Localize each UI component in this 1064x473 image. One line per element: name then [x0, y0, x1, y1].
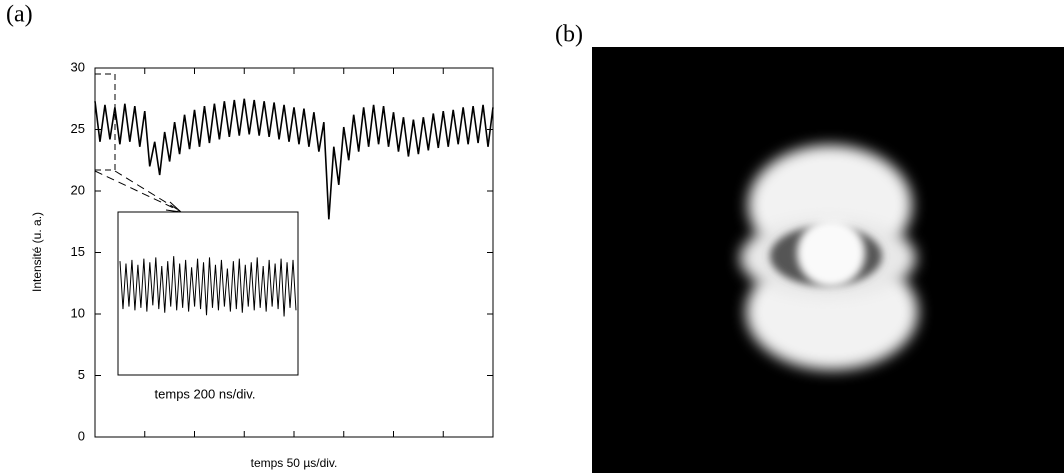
- y-tick-label: 20: [71, 182, 85, 197]
- beam-spot: [740, 145, 918, 370]
- y-tick-label: 15: [71, 244, 85, 259]
- zoom-line: [94, 170, 181, 212]
- signal-line: [94, 98, 494, 220]
- y-tick-label: 30: [71, 59, 85, 74]
- zoom-box: [94, 73, 116, 171]
- inset-line: [119, 256, 297, 317]
- panel-label: (a): [6, 2, 33, 28]
- y-tick-label: 10: [71, 305, 85, 320]
- inset-x-label: temps 200 ns/div.: [155, 386, 256, 401]
- panel-label: (b): [555, 22, 583, 48]
- x-axis-label: temps 50 µs/div.: [251, 456, 338, 470]
- zoom-line: [114, 170, 181, 212]
- y-axis-label: Intensité (u. a.): [30, 212, 44, 292]
- y-tick-label: 25: [71, 121, 85, 136]
- y-tick-label: 0: [78, 428, 85, 443]
- y-tick-label: 5: [78, 367, 85, 382]
